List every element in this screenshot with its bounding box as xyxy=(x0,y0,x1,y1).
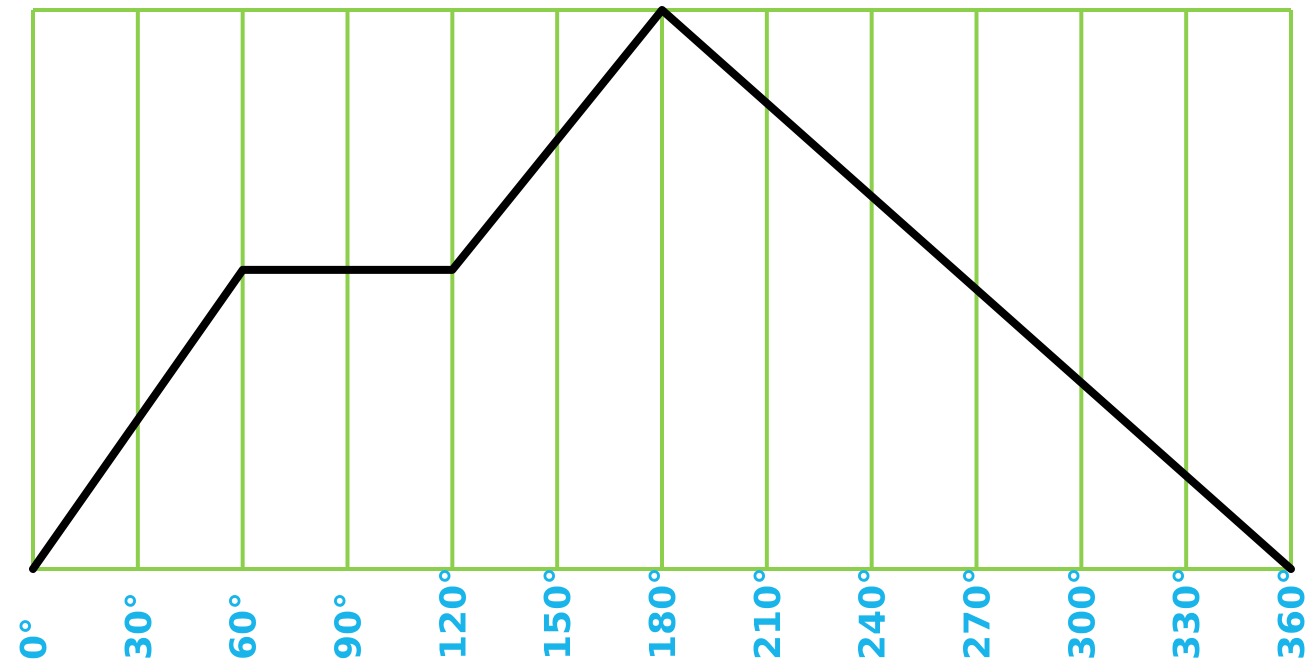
x-tick-label: 30° xyxy=(119,592,160,660)
x-tick-label: 360° xyxy=(1272,567,1312,660)
x-tick-label: 150° xyxy=(538,567,579,660)
x-tick-label: 90° xyxy=(329,592,370,660)
x-tick-label: 270° xyxy=(958,567,999,660)
x-tick-label: 60° xyxy=(224,592,265,660)
series-line-group xyxy=(29,6,1295,573)
x-tick-label: 0° xyxy=(14,617,55,660)
x-tick-label: 210° xyxy=(748,567,789,660)
grid xyxy=(31,8,1293,571)
x-tick-label: 300° xyxy=(1062,567,1103,660)
x-tick-label: 180° xyxy=(643,567,684,660)
x-tick-label: 240° xyxy=(853,567,894,660)
series-line xyxy=(29,6,1295,573)
x-tick-labels: 0° 30° 60° 90° 120° 150° 180° 210° 240° 270° 300° 3… xyxy=(14,567,1312,660)
x-tick-label: 330° xyxy=(1167,567,1208,660)
x-tick-label: 120° xyxy=(433,567,474,660)
